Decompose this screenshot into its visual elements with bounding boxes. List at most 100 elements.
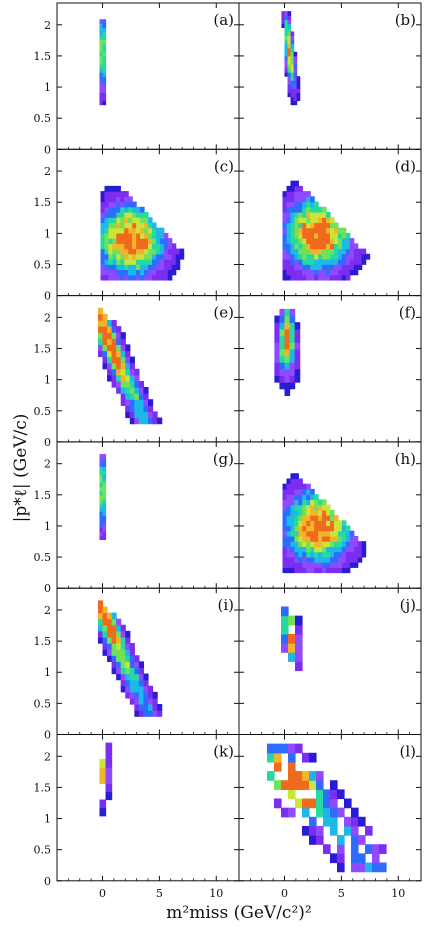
heatmap-cell — [333, 520, 339, 527]
heatmap-cell — [116, 643, 122, 650]
heatmap-cell — [296, 76, 301, 81]
heatmap-cell — [105, 791, 113, 801]
heatmap-cell — [306, 269, 311, 276]
heatmap-cell — [298, 535, 303, 542]
heatmap-cell — [290, 80, 295, 85]
heatmap-cell — [102, 332, 108, 339]
heatmap-cell — [151, 269, 157, 276]
heatmap-cell — [337, 562, 343, 568]
heatmap-cell — [116, 332, 122, 339]
heatmap-cell — [322, 206, 327, 213]
heatmap-cell — [279, 368, 286, 376]
heatmap-cell — [108, 227, 113, 234]
heatmap-cell — [322, 515, 327, 521]
heatmap-cell — [314, 515, 319, 521]
heatmap-cell — [286, 499, 292, 506]
heatmap-cell — [286, 504, 292, 511]
heatmap-cell — [379, 844, 387, 854]
heatmap-cell — [144, 264, 149, 271]
heatmap-cell — [286, 264, 292, 271]
panel-label: (f) — [399, 304, 416, 322]
heatmap-cell — [310, 509, 315, 516]
heatmap-cell — [298, 499, 303, 506]
heatmap-cell — [322, 253, 327, 260]
heatmap-cell — [316, 835, 324, 845]
panel-g: 0 0.5 1 1.5 2 (g) — [34, 441, 240, 595]
heatmap-cell — [330, 525, 335, 532]
heatmap-cell — [330, 222, 335, 229]
heatmap-cell — [288, 807, 296, 818]
heatmap-cell — [302, 201, 307, 208]
heatmap-cell — [337, 264, 343, 271]
heatmap-cell — [136, 264, 141, 271]
heatmap-cell — [128, 238, 133, 244]
heatmap-cell — [286, 515, 292, 521]
heatmap-cell — [104, 206, 110, 213]
heatmap-cell — [290, 546, 295, 553]
heatmap-cell — [97, 624, 104, 632]
heatmap-cell — [337, 253, 343, 260]
y-tick-label: 1 — [44, 520, 51, 533]
heatmap-cell — [284, 19, 289, 24]
heatmap-cell — [112, 253, 117, 260]
y-tick-label: 2 — [44, 458, 51, 471]
heatmap-cell — [314, 217, 319, 224]
heatmap-cell — [287, 47, 292, 53]
heatmap-cell — [289, 342, 296, 350]
heatmap-cell — [286, 530, 292, 537]
heatmap-cell — [286, 206, 292, 213]
heatmap-cell — [136, 253, 141, 260]
heatmap-cell — [357, 551, 363, 558]
y-tick-label: 0.5 — [34, 551, 52, 564]
heatmap-cell — [144, 269, 149, 276]
heatmap-cell — [290, 100, 295, 106]
heatmap-cells — [282, 180, 371, 281]
heatmap-cell — [294, 551, 299, 558]
heatmap-cell — [294, 520, 299, 527]
heatmap-cell — [341, 259, 347, 265]
heatmap-cell — [111, 362, 117, 370]
heatmap-cell — [120, 374, 126, 382]
heatmap-cell — [105, 775, 113, 784]
heatmap-cell — [302, 530, 307, 537]
heatmap-cell — [306, 217, 311, 224]
heatmap-cell — [99, 535, 104, 541]
heatmap-cell — [107, 374, 113, 382]
heatmap-cell — [129, 399, 135, 406]
heatmap-cell — [124, 212, 129, 218]
heatmap-cell — [341, 232, 347, 239]
heatmap-cell — [282, 212, 288, 218]
heatmap-cell — [326, 520, 331, 527]
heatmap-cell — [293, 100, 298, 106]
heatmap-cell — [112, 191, 117, 197]
heatmap-cell — [333, 243, 339, 250]
heatmap-cell — [341, 274, 347, 281]
heatmap-cell — [287, 31, 292, 37]
heatmap-cell — [302, 232, 307, 239]
heatmap-cell — [290, 567, 295, 574]
heatmap-cell — [102, 92, 107, 98]
heatmap-cell — [306, 274, 311, 281]
heatmap-cell — [330, 556, 335, 563]
heatmap-cell — [287, 39, 292, 45]
heatmap-cell — [144, 248, 149, 255]
heatmap-cell — [322, 259, 327, 265]
heatmap-cell — [102, 55, 107, 61]
heatmap-cell — [289, 315, 296, 323]
heatmap-cell — [111, 350, 117, 358]
heatmap-cell — [341, 535, 347, 542]
heatmap-cell — [159, 269, 165, 276]
heatmap-cell — [318, 212, 323, 218]
heatmap-cell — [326, 274, 331, 281]
heatmap-cell — [330, 546, 335, 553]
heatmap-cell — [102, 454, 107, 459]
heatmap-cell — [102, 96, 107, 102]
heatmap-cell — [289, 368, 296, 376]
heatmap-cell — [295, 743, 303, 754]
heatmap-cell — [290, 212, 295, 218]
heatmap-cell — [318, 551, 323, 558]
heatmap-cell — [120, 685, 126, 693]
panel-label: (h) — [395, 450, 416, 468]
heatmap-cell — [129, 691, 135, 699]
heatmap-cell — [151, 243, 157, 250]
